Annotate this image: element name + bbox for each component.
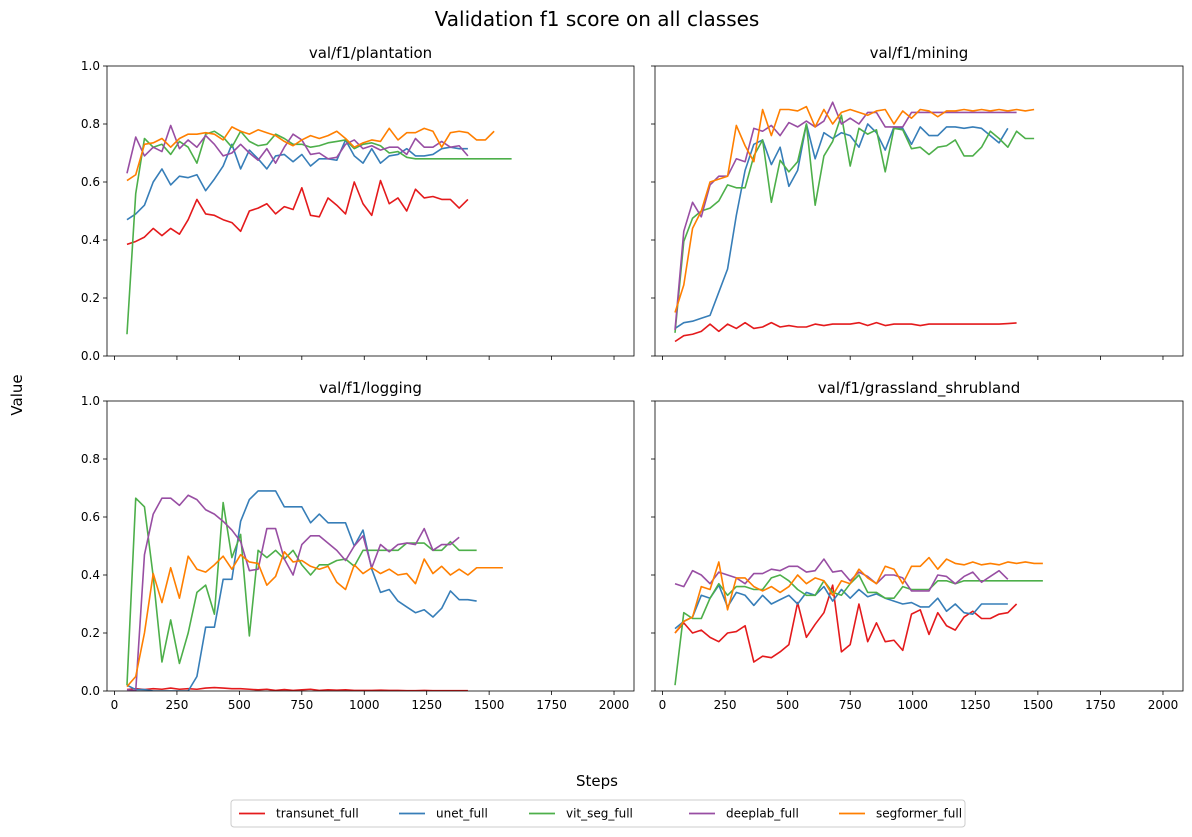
x-tick-label: 0: [111, 698, 119, 712]
x-tick-label: 2000: [599, 698, 630, 712]
x-tick-label: 1750: [1085, 698, 1116, 712]
series-line-unet_full: [126, 490, 477, 691]
legend-label-segformer_full: segformer_full: [876, 807, 962, 821]
x-tick-label: 1500: [1023, 698, 1054, 712]
y-tick-label: 0.4: [81, 233, 100, 247]
x-tick-label: 1250: [411, 698, 442, 712]
x-tick-label: 250: [165, 698, 188, 712]
y-axis-label: Value: [8, 374, 26, 415]
series-line-segformer_full: [674, 556, 1043, 634]
y-tick-label: 0.0: [81, 349, 100, 363]
series-line-deeplab_full: [126, 494, 460, 691]
legend-label-deeplab_full: deeplab_full: [726, 807, 799, 821]
panel-frame: [654, 400, 1184, 692]
y-tick-label: 0.8: [81, 452, 100, 466]
panel-title: val/f1/plantation: [309, 44, 432, 62]
x-tick-label: 1750: [536, 698, 567, 712]
legend-label-unet_full: unet_full: [436, 807, 488, 821]
x-tick-label: 500: [228, 698, 251, 712]
panel-frame: [106, 400, 635, 692]
series-line-vit_seg_full: [674, 574, 1043, 686]
series-line-transunet_full: [674, 584, 1018, 663]
series-line-unet_full: [126, 139, 468, 221]
y-tick-label: 0.2: [81, 291, 100, 305]
y-tick-label: 0.6: [81, 175, 100, 189]
series-line-vit_seg_full: [674, 114, 1035, 333]
chart-title: Validation f1 score on all classes: [435, 7, 760, 31]
x-tick-label: 750: [839, 698, 862, 712]
series-line-vit_seg_full: [126, 497, 477, 686]
x-tick-label: 1250: [960, 698, 991, 712]
series-line-transunet_full: [674, 321, 1017, 343]
y-tick-label: 0.8: [81, 117, 100, 131]
x-tick-label: 1000: [897, 698, 928, 712]
y-tick-label: 0.0: [81, 684, 100, 698]
x-tick-label: 1000: [349, 698, 380, 712]
x-tick-label: 250: [714, 698, 737, 712]
panel-3: val/f1/grassland_shrubland 0 250 500 750 1000…: [651, 379, 1184, 712]
panel-2: val/f1/logging 0.0 0.2 0.4 0.6 0.8 1.0 0 250 500 7…: [81, 379, 635, 712]
series-line-deeplab_full: [126, 124, 469, 174]
panel-title: val/f1/logging: [319, 379, 422, 397]
y-tick-label: 0.4: [81, 568, 100, 582]
y-tick-label: 1.0: [81, 59, 100, 73]
panel-frame: [654, 65, 1184, 357]
panel-title: val/f1/mining: [870, 44, 969, 62]
series-line-segformer_full: [126, 550, 503, 688]
legend-box: [230, 799, 966, 828]
y-tick-label: 0.2: [81, 626, 100, 640]
x-tick-label: 0: [659, 698, 667, 712]
legend-label-transunet_full: transunet_full: [276, 807, 359, 821]
x-axis-label: Steps: [576, 772, 618, 790]
series-line-segformer_full: [126, 126, 495, 182]
series-line-segformer_full: [674, 105, 1035, 313]
x-tick-label: 2000: [1148, 698, 1179, 712]
series-line-transunet_full: [126, 179, 469, 246]
panel-1: val/f1/mining: [651, 44, 1184, 360]
panel-title: val/f1/grassland_shrubland: [818, 379, 1020, 398]
y-tick-label: 1.0: [81, 394, 100, 408]
x-tick-label: 750: [290, 698, 313, 712]
x-tick-label: 1500: [474, 698, 505, 712]
series-line-vit_seg_full: [126, 130, 512, 335]
legend-label-vit_seg_full: vit_seg_full: [566, 807, 633, 821]
x-tick-label: 500: [776, 698, 799, 712]
y-tick-label: 0.6: [81, 510, 100, 524]
legend: transunet_full unet_full vit_seg_full deepl…: [230, 799, 966, 828]
series-line-unet_full: [674, 123, 1009, 330]
panel-0: val/f1/plantation 0.0 0.2 0.4 0.6 0.8 1.0: [81, 44, 635, 363]
panel-frame: [106, 65, 635, 357]
series-line-deeplab_full: [674, 101, 1017, 330]
series-line-deeplab_full: [674, 558, 1009, 592]
